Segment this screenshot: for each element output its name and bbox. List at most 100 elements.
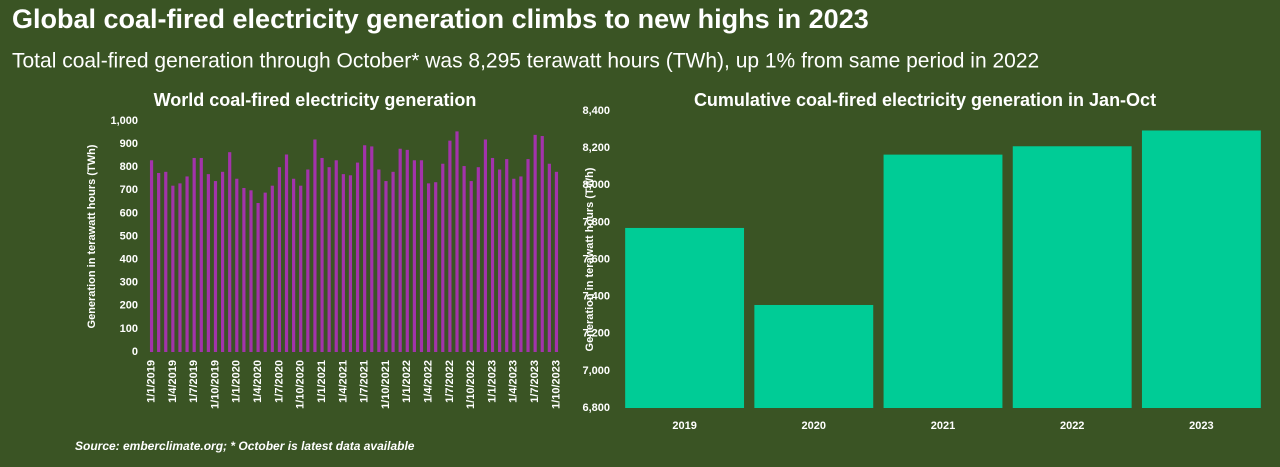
bar <box>327 167 331 352</box>
x-tick-label: 1/7/2021 <box>359 360 371 403</box>
bar <box>178 183 182 352</box>
bar <box>505 159 509 352</box>
bar <box>256 203 260 352</box>
page-subtitle: Total coal-fired generation through Octo… <box>12 50 1039 73</box>
x-tick-label: 1/7/2022 <box>444 360 456 403</box>
bar <box>483 139 488 352</box>
bar <box>462 166 466 352</box>
bar <box>277 167 282 352</box>
bar <box>625 227 745 408</box>
y-tick-label: 7,200 <box>582 328 610 340</box>
bar <box>157 172 161 352</box>
y-tick-label: 7,400 <box>582 291 610 303</box>
x-tick-label: 1/4/2023 <box>508 360 520 403</box>
y-tick-label: 800 <box>120 161 138 173</box>
bar <box>320 157 324 352</box>
y-tick-label: 7,600 <box>582 253 610 265</box>
bar <box>341 174 345 352</box>
bar <box>249 190 253 352</box>
bar <box>270 185 274 352</box>
y-tick-label: 8,000 <box>582 179 610 191</box>
y-tick-label: 500 <box>120 230 138 242</box>
bar <box>313 139 317 352</box>
bar <box>235 178 239 352</box>
bar <box>533 134 537 352</box>
bar <box>441 163 445 352</box>
x-tick-label: 1/4/2021 <box>337 360 349 403</box>
x-tick-label: 1/1/2021 <box>316 360 328 403</box>
bar <box>419 160 424 352</box>
bar <box>412 160 416 352</box>
y-axis-label: Generation in terawatt hours (TWh) <box>86 144 98 328</box>
x-tick-label: 1/10/2020 <box>295 360 307 409</box>
bar <box>469 181 473 352</box>
bar <box>292 178 296 352</box>
y-tick-label: 700 <box>120 184 138 196</box>
y-tick-label: 8,400 <box>582 105 610 117</box>
bar <box>377 169 381 352</box>
bar <box>391 171 395 352</box>
bar <box>426 183 431 352</box>
bar <box>228 152 232 352</box>
page-title: Global coal-fired electricity generation… <box>12 4 869 34</box>
bar <box>512 178 516 352</box>
x-tick-label: 2021 <box>931 420 955 432</box>
y-tick-label: 7,000 <box>582 365 610 377</box>
bar <box>398 148 402 352</box>
bar <box>185 176 189 352</box>
chart-title: World coal-fired electricity generation <box>154 90 477 110</box>
x-tick-label: 1/4/2022 <box>422 360 434 403</box>
bar <box>334 160 338 352</box>
y-tick-label: 900 <box>120 138 138 150</box>
bar <box>171 185 175 352</box>
x-tick-label: 1/10/2023 <box>550 360 562 409</box>
chart-title: Cumulative coal-fired electricity genera… <box>694 90 1156 110</box>
bar <box>519 176 523 352</box>
bar <box>540 136 544 352</box>
bar <box>384 181 388 352</box>
bar <box>476 167 480 352</box>
y-tick-label: 300 <box>120 277 138 289</box>
y-tick-label: 7,800 <box>582 216 610 228</box>
bar <box>284 154 289 352</box>
y-tick-label: 6,800 <box>582 402 610 414</box>
bar <box>370 146 374 352</box>
bar <box>434 182 438 352</box>
bar <box>363 145 367 352</box>
bar <box>299 185 303 352</box>
x-tick-label: 1/7/2020 <box>273 360 285 403</box>
y-tick-label: 8,200 <box>582 142 610 154</box>
x-tick-label: 1/1/2022 <box>401 360 413 403</box>
x-tick-label: 1/4/2020 <box>252 360 264 403</box>
bar <box>554 171 559 352</box>
bar <box>206 174 210 352</box>
y-tick-label: 200 <box>120 300 138 312</box>
bar <box>192 157 196 352</box>
bar <box>355 162 360 352</box>
y-axis-label: Generation in terawatt hours (TWh) <box>584 167 596 351</box>
x-tick-label: 1/1/2023 <box>486 360 498 403</box>
x-tick-label: 1/4/2019 <box>167 360 179 403</box>
x-tick-label: 2023 <box>1189 420 1213 432</box>
x-tick-label: 1/7/2019 <box>188 360 200 403</box>
bar <box>498 169 502 352</box>
bar <box>547 163 551 352</box>
bar <box>490 157 495 352</box>
y-tick-label: 1,000 <box>110 115 138 127</box>
bar <box>220 171 225 352</box>
y-tick-label: 600 <box>120 207 138 219</box>
bar <box>405 149 409 352</box>
source-note: Source: emberclimate.org; * October is l… <box>75 439 415 453</box>
bar <box>883 154 1003 408</box>
x-tick-label: 2019 <box>672 420 696 432</box>
bar <box>526 159 530 352</box>
bar <box>754 304 874 408</box>
x-tick-label: 1/10/2022 <box>465 360 477 409</box>
bar <box>455 131 459 352</box>
x-tick-label: 1/1/2019 <box>145 360 157 403</box>
bar <box>1012 146 1132 409</box>
bar <box>263 192 267 352</box>
x-tick-label: 1/10/2021 <box>380 360 392 409</box>
bar <box>242 187 246 352</box>
